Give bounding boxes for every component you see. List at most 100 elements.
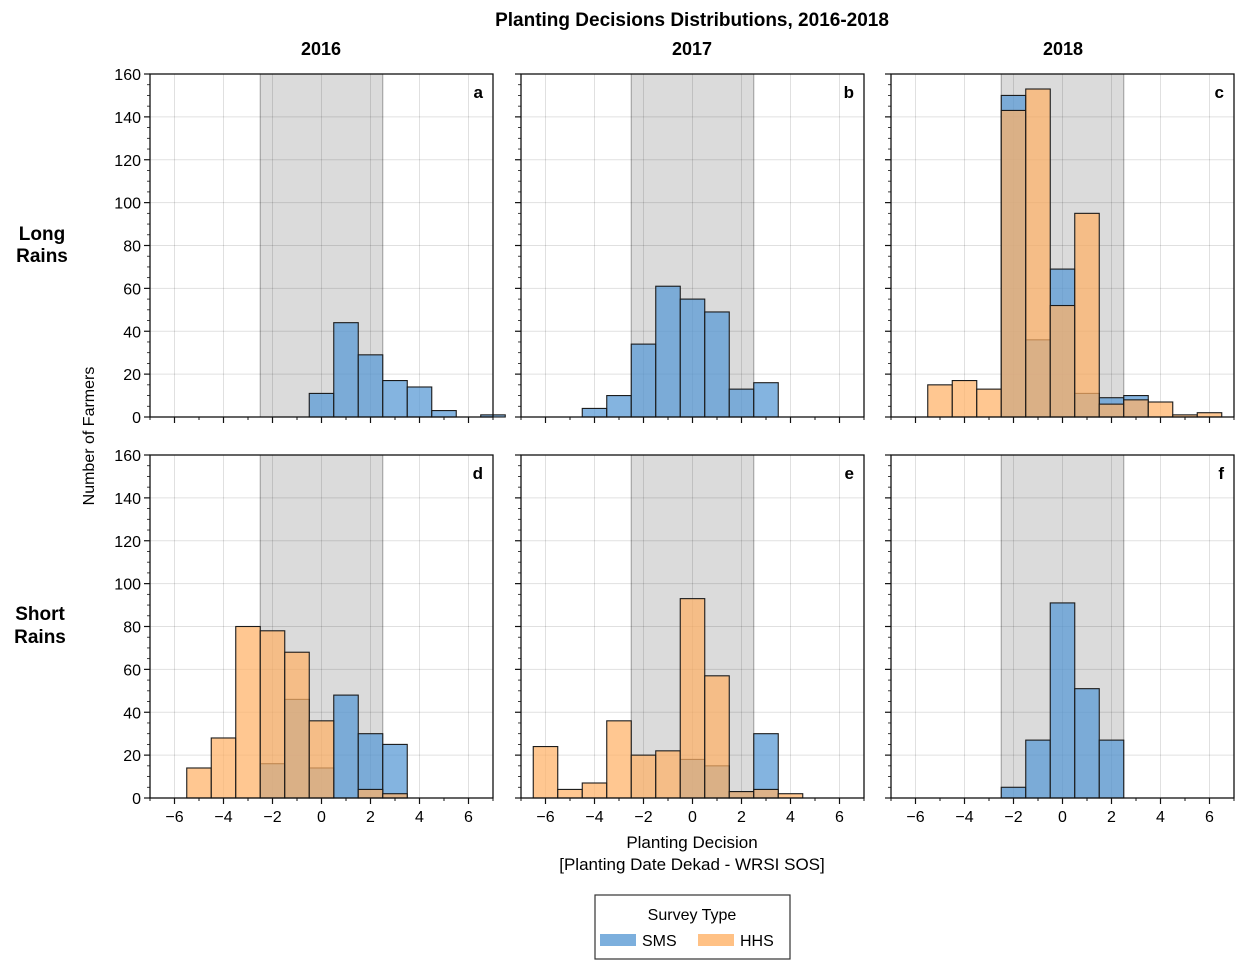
legend-label-sms: SMS xyxy=(642,933,677,950)
panel-letter: b xyxy=(844,83,854,102)
panel-letter: a xyxy=(474,83,484,102)
bar-hhs xyxy=(581,782,608,799)
y-tick-label: 100 xyxy=(114,196,141,213)
bar-hhs xyxy=(186,767,212,799)
y-tick-label: 40 xyxy=(123,324,141,341)
row-label-long-line1: Long xyxy=(19,224,65,245)
row-label-short-line1: Short xyxy=(15,604,65,625)
x-tick-label: −2 xyxy=(1004,809,1022,826)
x-tick-label: 6 xyxy=(835,809,844,826)
legend-frame xyxy=(594,894,791,960)
legend-swatch-sms xyxy=(600,934,636,946)
panel-b: b xyxy=(515,73,865,423)
bar-hhs xyxy=(704,675,730,799)
bar-hhs xyxy=(976,388,1002,418)
bar-hhs xyxy=(927,384,953,418)
bar-sms xyxy=(382,380,408,418)
y-tick-label: 60 xyxy=(123,662,141,679)
bar-hhs xyxy=(210,737,237,799)
x-tick-label: −4 xyxy=(585,809,603,826)
bar-hhs xyxy=(1147,401,1174,418)
bar-hhs xyxy=(753,788,779,799)
x-tick-label: −2 xyxy=(263,809,281,826)
x-tick-label: −6 xyxy=(165,809,183,826)
bar-sms xyxy=(357,354,384,418)
x-tick-label: −2 xyxy=(634,809,652,826)
row-label-short-line2: Rains xyxy=(14,627,66,648)
bar-sms xyxy=(1025,739,1051,799)
x-tick-label: 0 xyxy=(688,809,697,826)
y-tick-label: 80 xyxy=(123,620,141,637)
x-tick-label: 2 xyxy=(1107,809,1116,826)
bar-hhs xyxy=(951,380,978,418)
bar-hhs xyxy=(1123,399,1149,418)
x-tick-label: 0 xyxy=(1058,809,1067,826)
x-tick-label: 6 xyxy=(1205,809,1214,826)
x-tick-label: −6 xyxy=(536,809,554,826)
bar-sms xyxy=(406,386,433,418)
y-tick-label: 140 xyxy=(114,491,141,508)
panel-letter: d xyxy=(473,464,483,483)
row-label-long-line2: Rains xyxy=(16,246,68,267)
y-tick-label: 120 xyxy=(114,153,141,170)
x-tick-label: 6 xyxy=(464,809,473,826)
y-axis-label: Number of Farmers xyxy=(81,367,98,506)
bar-sms xyxy=(704,311,730,418)
bar-hhs xyxy=(1000,109,1027,418)
y-tick-label: 0 xyxy=(132,410,141,427)
x-tick-label: 2 xyxy=(737,809,746,826)
bar-sms xyxy=(1074,688,1100,799)
y-tick-label: 60 xyxy=(123,281,141,298)
y-tick-label: 0 xyxy=(132,791,141,808)
y-tick-label: 100 xyxy=(114,577,141,594)
bar-hhs xyxy=(284,651,310,799)
column-title-2018: 2018 xyxy=(1043,39,1083,59)
bar-hhs xyxy=(259,630,286,799)
y-tick-label: 120 xyxy=(114,534,141,551)
y-tick-label: 80 xyxy=(123,239,141,256)
bar-hhs xyxy=(1098,403,1125,418)
bar-sms xyxy=(753,733,779,799)
y-tick-label: 160 xyxy=(114,67,141,84)
x-tick-label: 4 xyxy=(415,809,424,826)
bar-sms xyxy=(357,733,384,799)
bar-sms xyxy=(630,343,657,418)
bar-hhs xyxy=(728,791,755,799)
bar-sms xyxy=(606,395,632,418)
bar-hhs xyxy=(630,754,657,799)
bar-sms xyxy=(333,322,359,418)
bar-sms xyxy=(581,407,608,418)
y-tick-label: 20 xyxy=(123,367,141,384)
bar-sms xyxy=(333,694,359,799)
y-tick-label: 20 xyxy=(123,748,141,765)
x-tick-label: 4 xyxy=(1156,809,1165,826)
panel-letter: f xyxy=(1218,464,1224,483)
panel-e: −6 −4 −2 0 2 4 6 e xyxy=(515,454,865,826)
bar-hhs xyxy=(679,598,706,799)
bar-sms xyxy=(1000,786,1027,799)
legend-title: Survey Type xyxy=(648,907,737,924)
x-tick-label: −6 xyxy=(906,809,924,826)
bar-sms xyxy=(728,388,755,418)
x-tick-label: −4 xyxy=(955,809,973,826)
x-tick-label: 2 xyxy=(366,809,375,826)
panel-c: c xyxy=(885,73,1235,423)
bar-sms xyxy=(431,410,457,418)
bar-hhs xyxy=(308,720,335,799)
bar-hhs xyxy=(235,625,261,799)
y-tick-label: 140 xyxy=(114,110,141,127)
bar-hhs xyxy=(1074,212,1100,418)
x-axis-label-line2: [Planting Date Dekad - WRSI SOS] xyxy=(559,855,825,874)
bar-hhs xyxy=(655,750,681,799)
x-tick-label: 0 xyxy=(317,809,326,826)
panel-letter: e xyxy=(845,464,854,483)
x-axis-label-line1: Planting Decision xyxy=(626,833,757,852)
y-tick-label: 40 xyxy=(123,705,141,722)
bar-sms xyxy=(1098,739,1125,799)
bar-sms xyxy=(308,392,335,418)
panel-f: −6 −4 −2 0 2 4 6 f xyxy=(885,454,1235,826)
column-title-2017: 2017 xyxy=(672,39,712,59)
